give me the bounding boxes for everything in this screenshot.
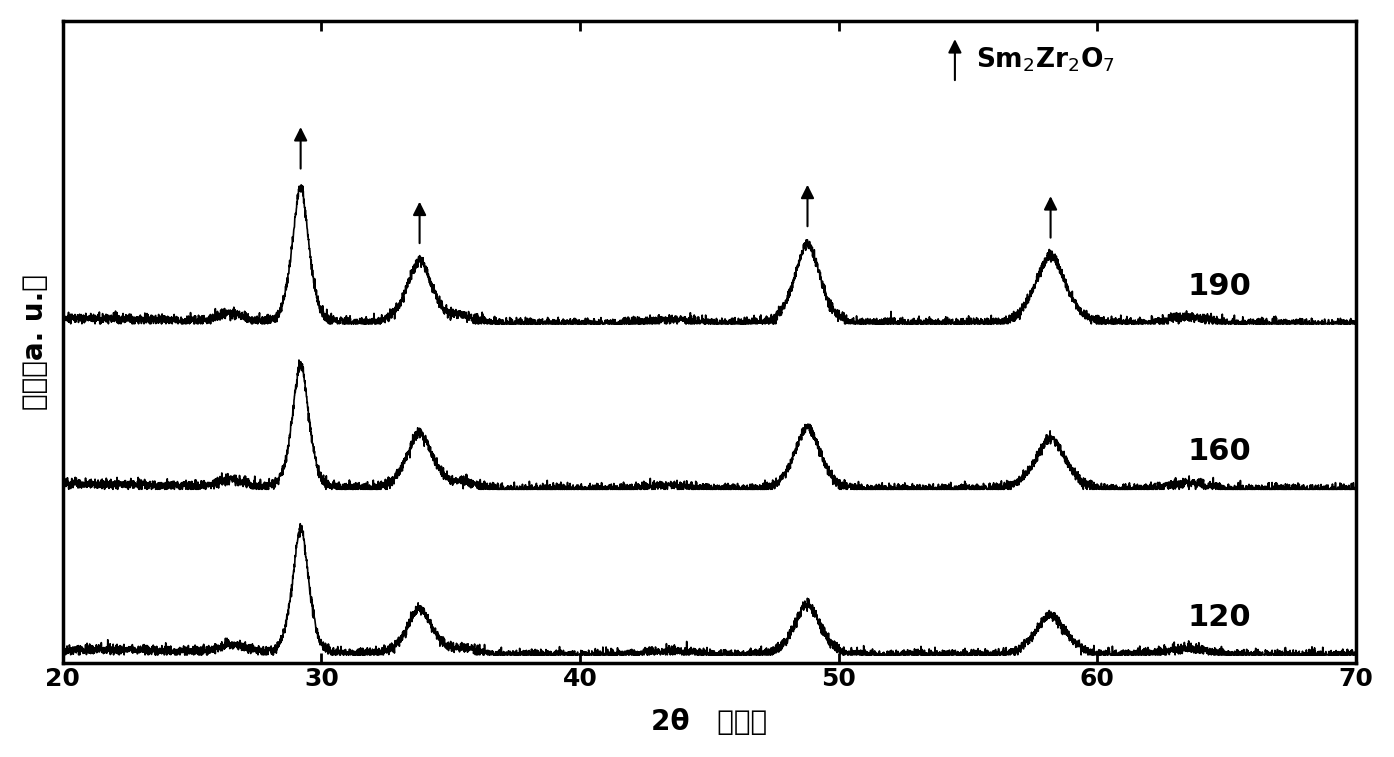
- Text: 160: 160: [1188, 437, 1252, 466]
- Y-axis label: 强度（a. u.）: 强度（a. u.）: [21, 274, 49, 410]
- Text: Sm$_2$Zr$_2$O$_7$: Sm$_2$Zr$_2$O$_7$: [976, 45, 1115, 74]
- Text: 120: 120: [1188, 603, 1252, 631]
- X-axis label: 2θ （度）: 2θ （度）: [651, 708, 767, 736]
- Text: 190: 190: [1188, 272, 1252, 301]
